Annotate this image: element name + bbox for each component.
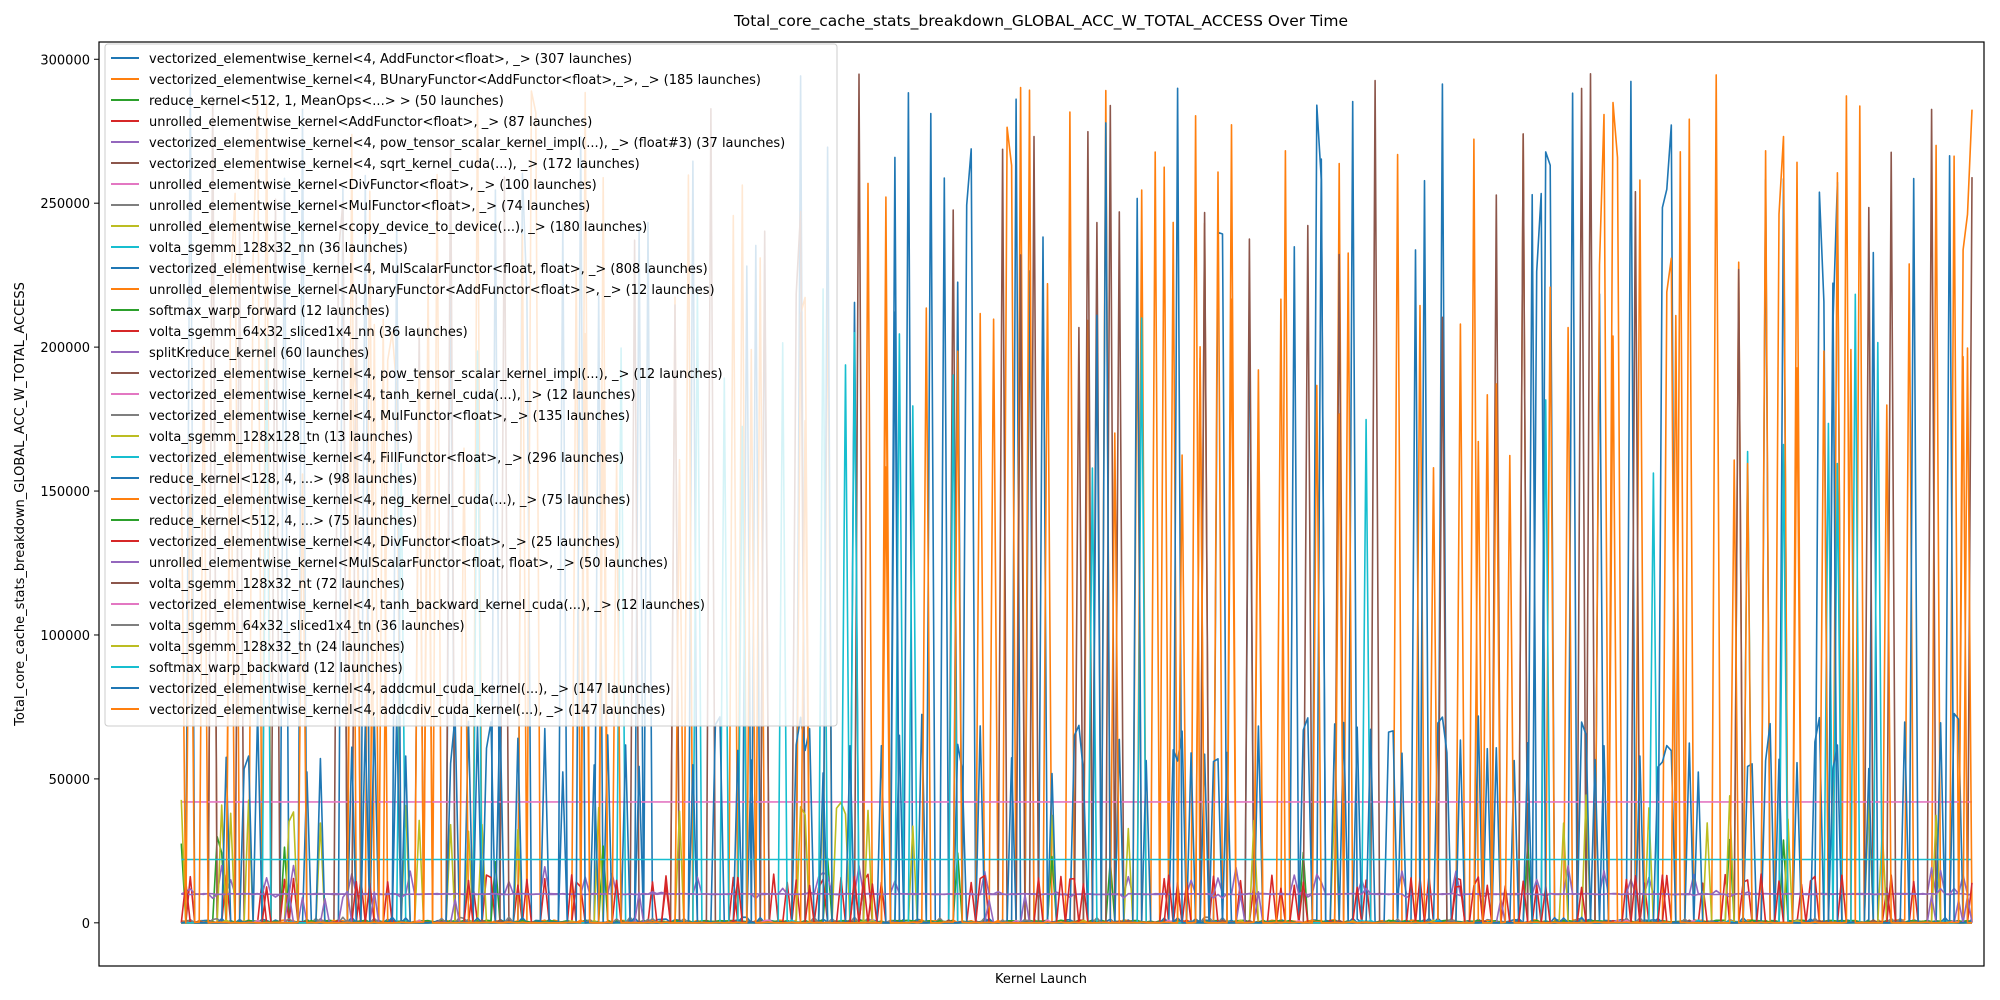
- legend-label: unrolled_elementwise_kernel<DivFunctor<f…: [149, 178, 597, 193]
- legend-label: vectorized_elementwise_kernel<4, pow_ten…: [149, 136, 785, 151]
- legend-label: vectorized_elementwise_kernel<4, BUnaryF…: [149, 73, 761, 88]
- plot-frame: [98, 41, 1985, 967]
- legend-box: [104, 43, 838, 727]
- legend-label: vectorized_elementwise_kernel<4, addcmul…: [149, 682, 670, 697]
- legend-label: vectorized_elementwise_kernel<4, MulFunc…: [149, 409, 630, 424]
- y-axis: 0 50000 100000 150000 200000 250000 300000: [40, 53, 99, 932]
- legend-label: softmax_warp_backward (12 launches): [149, 661, 403, 676]
- y-tick-label: 100000: [40, 629, 90, 644]
- legend-label: vectorized_elementwise_kernel<4, DivFunc…: [149, 535, 620, 550]
- legend-label: unrolled_elementwise_kernel<MulScalarFun…: [149, 556, 668, 571]
- legend-label: volta_sgemm_128x32_tn (24 launches): [149, 640, 405, 655]
- y-tick-label: 300000: [40, 53, 90, 68]
- y-tick-label: 50000: [49, 773, 90, 788]
- legend-label: vectorized_elementwise_kernel<4, AddFunc…: [149, 52, 632, 67]
- legend-label: vectorized_elementwise_kernel<4, tanh_ba…: [149, 598, 705, 613]
- legend-label: reduce_kernel<512, 1, MeanOps<...> > (50…: [149, 94, 504, 109]
- legend-label: unrolled_elementwise_kernel<AddFunctor<f…: [149, 115, 592, 130]
- legend-label: volta_sgemm_128x32_nn (36 launches): [149, 241, 408, 256]
- legend-label: vectorized_elementwise_kernel<4, sqrt_ke…: [149, 157, 640, 172]
- legend-label: volta_sgemm_128x128_tn (13 launches): [149, 430, 413, 445]
- legend-label: unrolled_elementwise_kernel<copy_device_…: [149, 220, 647, 235]
- legend-label: vectorized_elementwise_kernel<4, MulScal…: [149, 262, 708, 277]
- legend-label: vectorized_elementwise_kernel<4, pow_ten…: [149, 367, 723, 382]
- series-line-31: [180, 298, 1972, 924]
- legend-label: volta_sgemm_64x32_sliced1x4_nn (36 launc…: [149, 325, 468, 340]
- y-tick-label: 150000: [40, 485, 90, 500]
- legend-label: vectorized_elementwise_kernel<4, tanh_ke…: [149, 388, 636, 403]
- x-axis-label: Kernel Launch: [995, 972, 1087, 987]
- legend-label: reduce_kernel<128, 4, ...> (98 launches): [149, 472, 417, 487]
- legend-label: vectorized_elementwise_kernel<4, FillFun…: [149, 451, 624, 466]
- chart-title: Total_core_cache_stats_breakdown_GLOBAL_…: [733, 12, 1348, 31]
- legend-label: vectorized_elementwise_kernel<4, neg_ker…: [149, 493, 630, 508]
- legend-label: softmax_warp_forward (12 launches): [149, 304, 390, 319]
- series-line-10: [181, 709, 1972, 924]
- y-tick-label: 250000: [40, 197, 90, 212]
- plot-area: [180, 73, 1973, 924]
- y-axis-label: Total_core_cache_stats_breakdown_GLOBAL_…: [13, 282, 28, 727]
- legend-label: volta_sgemm_64x32_sliced1x4_tn (36 launc…: [149, 619, 465, 634]
- legend-label: reduce_kernel<512, 4, ...> (75 launches): [149, 514, 417, 529]
- legend: vectorized_elementwise_kernel<4, AddFunc…: [104, 43, 838, 727]
- y-tick-label: 0: [82, 917, 90, 932]
- legend-label: vectorized_elementwise_kernel<4, addcdiv…: [149, 703, 665, 718]
- y-tick-label: 200000: [40, 341, 90, 356]
- legend-label: unrolled_elementwise_kernel<AUnaryFuncto…: [149, 283, 715, 298]
- legend-label: volta_sgemm_128x32_nt (72 launches): [149, 577, 405, 592]
- legend-label: splitKreduce_kernel (60 launches): [149, 346, 369, 361]
- legend-label: unrolled_elementwise_kernel<MulFunctor<f…: [149, 199, 590, 214]
